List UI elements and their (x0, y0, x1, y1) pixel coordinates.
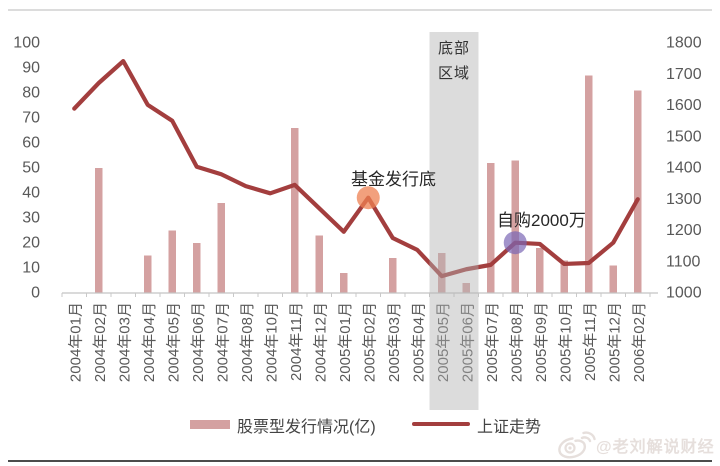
category-axis-label: 2004年05月 (165, 302, 182, 382)
issuance-bar (462, 283, 470, 293)
legend: 股票型发行情况(亿) 上证走势 (0, 412, 720, 438)
issuance-bar (536, 248, 544, 293)
issuance-bar (315, 235, 323, 293)
category-axis-label: 2004年12月 (312, 302, 329, 382)
issuance-bar (438, 253, 446, 293)
category-axis-label: 2005年05月 (435, 302, 452, 382)
left-axis-tick-label: 60 (22, 135, 40, 152)
category-axis-label: 2005年07月 (484, 302, 501, 382)
left-axis-tick-label: 30 (22, 210, 40, 227)
category-axis-label: 2005年01月 (337, 302, 354, 382)
issuance-bar (585, 75, 593, 293)
right-axis-tick-label: 1700 (666, 66, 702, 83)
weibo-icon (558, 431, 596, 459)
bottom-zone-label-line1: 底部 (437, 40, 470, 57)
right-axis-tick-label: 1800 (666, 35, 702, 52)
right-axis-tick-label: 1300 (666, 191, 702, 208)
category-axis-label: 2005年09月 (533, 302, 550, 382)
category-axis-label: 2004年03月 (116, 302, 133, 382)
category-axis-label: 2006年02月 (631, 302, 648, 382)
category-axis-label: 2005年06月 (459, 302, 476, 382)
right-axis-tick-label: 1000 (666, 285, 702, 302)
category-axis-label: 2004年08月 (239, 302, 256, 382)
bottom-divider (8, 460, 712, 462)
left-axis-tick-label: 50 (22, 160, 40, 177)
bottom-zone-band (429, 32, 479, 410)
bottom-zone-label: 底部 区域 (428, 36, 480, 86)
issuance-bar (634, 90, 642, 293)
left-axis-tick-label: 40 (22, 185, 40, 202)
category-axis-label: 2004年01月 (67, 302, 84, 382)
category-axis-label: 2004年06月 (190, 302, 207, 382)
issuance-bar (389, 258, 397, 293)
legend-bar-swatch (190, 420, 230, 429)
left-axis-tick-label: 0 (31, 285, 40, 302)
issuance-bar (291, 128, 299, 293)
legend-line-swatch (412, 422, 470, 426)
sse-trend-line (72, 59, 640, 279)
fund-bottom-annotation: 基金发行底 (351, 170, 436, 189)
right-axis-tick-label: 1400 (666, 160, 702, 177)
right-axis-tick-label: 1200 (666, 222, 702, 239)
issuance-bar (95, 168, 103, 293)
left-axis-tick-label: 20 (22, 235, 40, 252)
category-axis-label: 2005年03月 (386, 302, 403, 382)
issuance-bar (560, 260, 568, 293)
left-axis-tick-label: 10 (22, 260, 40, 277)
right-axis-tick-label: 1100 (666, 253, 701, 270)
category-axis-label: 2004年02月 (92, 302, 109, 382)
issuance-bar (340, 273, 348, 293)
category-axis-label: 2005年12月 (606, 302, 623, 382)
category-axis-label: 2005年08月 (508, 302, 525, 382)
right-axis-tick-label: 1600 (666, 97, 702, 114)
category-axis-label: 2004年10月 (263, 302, 280, 382)
issuance-bar (487, 163, 495, 293)
category-axis-label: 2005年04月 (410, 302, 427, 382)
category-axis-label: 2005年10月 (557, 302, 574, 382)
left-axis-tick-label: 80 (22, 85, 40, 102)
bottom-zone-label-line2: 区域 (437, 65, 470, 82)
legend-line-label: 上证走势 (477, 419, 542, 436)
issuance-bar (144, 255, 152, 293)
issuance-bar (168, 230, 176, 293)
right-axis-tick-label: 1500 (666, 128, 702, 145)
watermark: @老刘解说财经 (556, 430, 715, 460)
watermark-handle: @老刘解说财经 (596, 439, 715, 456)
left-axis-tick-label: 70 (22, 110, 40, 127)
legend-bar-label: 股票型发行情况(亿) (237, 419, 376, 436)
issuance-bar (511, 160, 519, 293)
self-purchase-annotation: 自购2000万 (497, 211, 586, 230)
left-axis-tick-label: 90 (22, 60, 40, 77)
category-axis-label: 2004年04月 (141, 302, 158, 382)
annotation-marker-circle (503, 231, 527, 255)
category-axis-label: 2005年02月 (361, 302, 378, 382)
issuance-bar (217, 203, 225, 293)
annotation-marker-circle (356, 186, 380, 210)
issuance-bar (609, 265, 617, 293)
category-axis-label: 2004年07月 (214, 302, 231, 382)
category-axis-label: 2005年11月 (582, 302, 599, 381)
issuance-bar (193, 243, 201, 293)
left-axis-tick-label: 100 (13, 35, 40, 52)
top-divider (8, 9, 712, 11)
category-axis-label: 2004年11月 (288, 302, 305, 381)
